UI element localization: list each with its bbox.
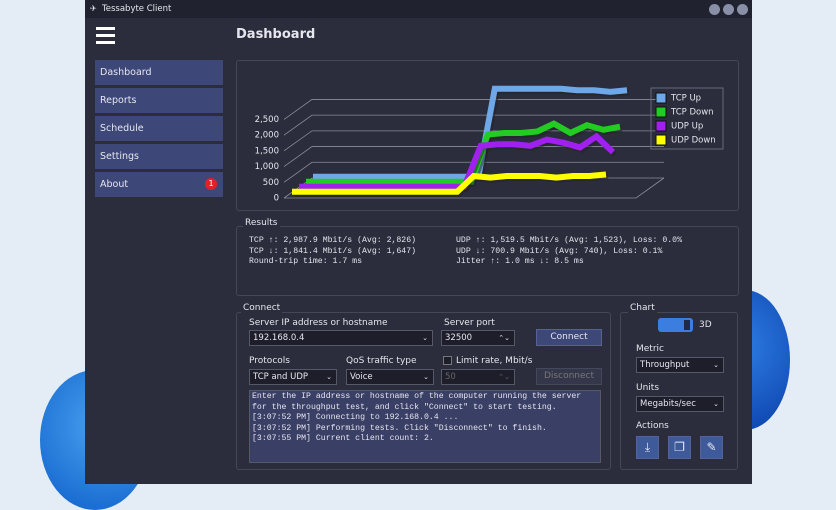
results-title: Results <box>243 218 280 228</box>
legend-box <box>650 87 724 150</box>
y-tick-label: 1,500 <box>255 146 279 156</box>
units-select[interactable]: Megabits/sec ⌄ <box>636 396 724 412</box>
disconnect-button[interactable]: Disconnect <box>536 368 602 385</box>
y-tick-label: 2,500 <box>255 115 279 125</box>
notification-badge: 1 <box>205 178 217 190</box>
units-label: Units <box>636 383 660 393</box>
metric-label: Metric <box>636 344 664 354</box>
grid-line <box>283 146 664 167</box>
result-line: TCP ↓: 1,841.4 Mbit/s (Avg: 1,647) <box>249 246 417 256</box>
chart-settings-title: Chart <box>628 303 657 313</box>
legend-label: TCP Down <box>670 108 714 118</box>
result-line: Round-trip time: 1.7 ms <box>249 257 363 267</box>
legend-label: TCP Up <box>670 94 701 104</box>
mode-label: 3D <box>699 320 712 330</box>
metric-select[interactable]: Throughput ⌄ <box>636 357 724 373</box>
title-bar <box>85 0 752 18</box>
qos-label: QoS traffic type <box>346 356 417 366</box>
connect-title: Connect <box>241 303 283 313</box>
protocols-label: Protocols <box>249 356 290 366</box>
port-input[interactable]: 32500 ⌃⌄ <box>441 330 515 346</box>
limit-input[interactable]: 50 ⌃⌄ <box>441 369 515 385</box>
legend-label: UDP Down <box>671 136 716 146</box>
chart-settings-panel <box>620 312 738 470</box>
limit-label: Limit rate, Mbit/s <box>456 356 533 366</box>
copy-button[interactable]: ❐ <box>668 436 691 459</box>
port-label: Server port <box>444 318 495 328</box>
qos-value: Voice <box>350 372 373 382</box>
y-tick-label: 2,000 <box>255 131 279 141</box>
y-tick-label: 0 <box>274 194 279 204</box>
nav-item[interactable]: Schedule <box>95 116 223 141</box>
server-value: 192.168.0.4 <box>253 333 305 343</box>
throughput-chart: 0 500 1,000 1,500 2,000 2,500 TCP Up TCP Down UD… <box>255 85 724 204</box>
menu-button[interactable] <box>96 27 115 30</box>
result-line: UDP ↓: 700.9 Mbit/s (Avg: 740), Loss: 0.… <box>456 246 663 256</box>
window-title: Tessabyte Client <box>102 4 172 14</box>
minimize-button[interactable] <box>709 4 720 15</box>
units-value: Megabits/sec <box>640 399 696 409</box>
result-line: UDP ↑: 1,519.5 Mbit/s (Avg: 1,523), Loss… <box>456 236 683 245</box>
page-title: Dashboard <box>236 27 316 42</box>
limit-value: 50 <box>445 372 456 382</box>
app-icon: ✈ <box>90 4 97 13</box>
legend-swatch <box>655 134 667 146</box>
legend-swatch <box>655 106 667 118</box>
log-box: Enter the IP address or hostname of the … <box>249 390 601 463</box>
connect-panel <box>236 312 611 470</box>
metric-value: Throughput <box>640 360 690 370</box>
nav-item[interactable]: Reports <box>95 88 223 113</box>
log-line: Enter the IP address or hostname of the … <box>252 392 582 412</box>
results-panel <box>236 226 739 296</box>
legend-swatch <box>655 92 667 104</box>
server-label: Server IP address or hostname <box>249 318 388 328</box>
axis-floor <box>284 177 665 199</box>
log-line: [3:07:55 PM] Current client count: 2. <box>252 434 434 444</box>
log-line: [3:07:52 PM] Connecting to 192.168.0.4 .… <box>252 413 459 423</box>
maximize-button[interactable] <box>723 4 734 15</box>
legend-label: UDP Up <box>671 122 703 132</box>
clear-button[interactable]: ✎ <box>700 436 723 459</box>
grid-line <box>283 114 664 136</box>
mode-toggle[interactable] <box>658 318 693 332</box>
nav-item[interactable]: Settings <box>95 144 223 169</box>
protocols-select[interactable]: TCP and UDP ⌄ <box>249 369 337 385</box>
screen: ✈ Tessabyte Client Dashboard Dashboard Re… <box>40 0 790 510</box>
qos-select[interactable]: Voice ⌄ <box>346 369 434 385</box>
y-tick-label: 500 <box>263 178 279 188</box>
port-value: 32500 <box>445 333 473 343</box>
protocols-value: TCP and UDP <box>253 372 309 382</box>
grid-line <box>283 99 664 120</box>
legend-swatch <box>655 120 667 132</box>
actions-label: Actions <box>636 421 669 431</box>
series-line <box>299 132 616 190</box>
y-tick-label: 1,000 <box>255 162 279 172</box>
limit-checkbox[interactable] <box>443 356 452 365</box>
connect-button[interactable]: Connect <box>536 329 602 346</box>
series-line <box>292 171 607 195</box>
series-line <box>306 120 621 185</box>
grid-line <box>283 161 664 183</box>
close-button[interactable] <box>737 4 748 15</box>
nav-item[interactable]: About <box>95 172 223 197</box>
export-button[interactable]: ⤓ <box>636 436 659 459</box>
nav-item[interactable]: Dashboard <box>95 60 223 85</box>
log-line: [3:07:52 PM] Performing tests. Click "Di… <box>252 423 547 433</box>
result-line: Jitter ↑: 1.0 ms ↓: 8.5 ms <box>456 257 584 267</box>
server-input[interactable]: 192.168.0.4 ⌄ <box>249 330 433 346</box>
result-line: TCP ↑: 2,987.9 Mbit/s (Avg: 2,826) <box>249 236 417 245</box>
chart-panel <box>236 60 739 211</box>
